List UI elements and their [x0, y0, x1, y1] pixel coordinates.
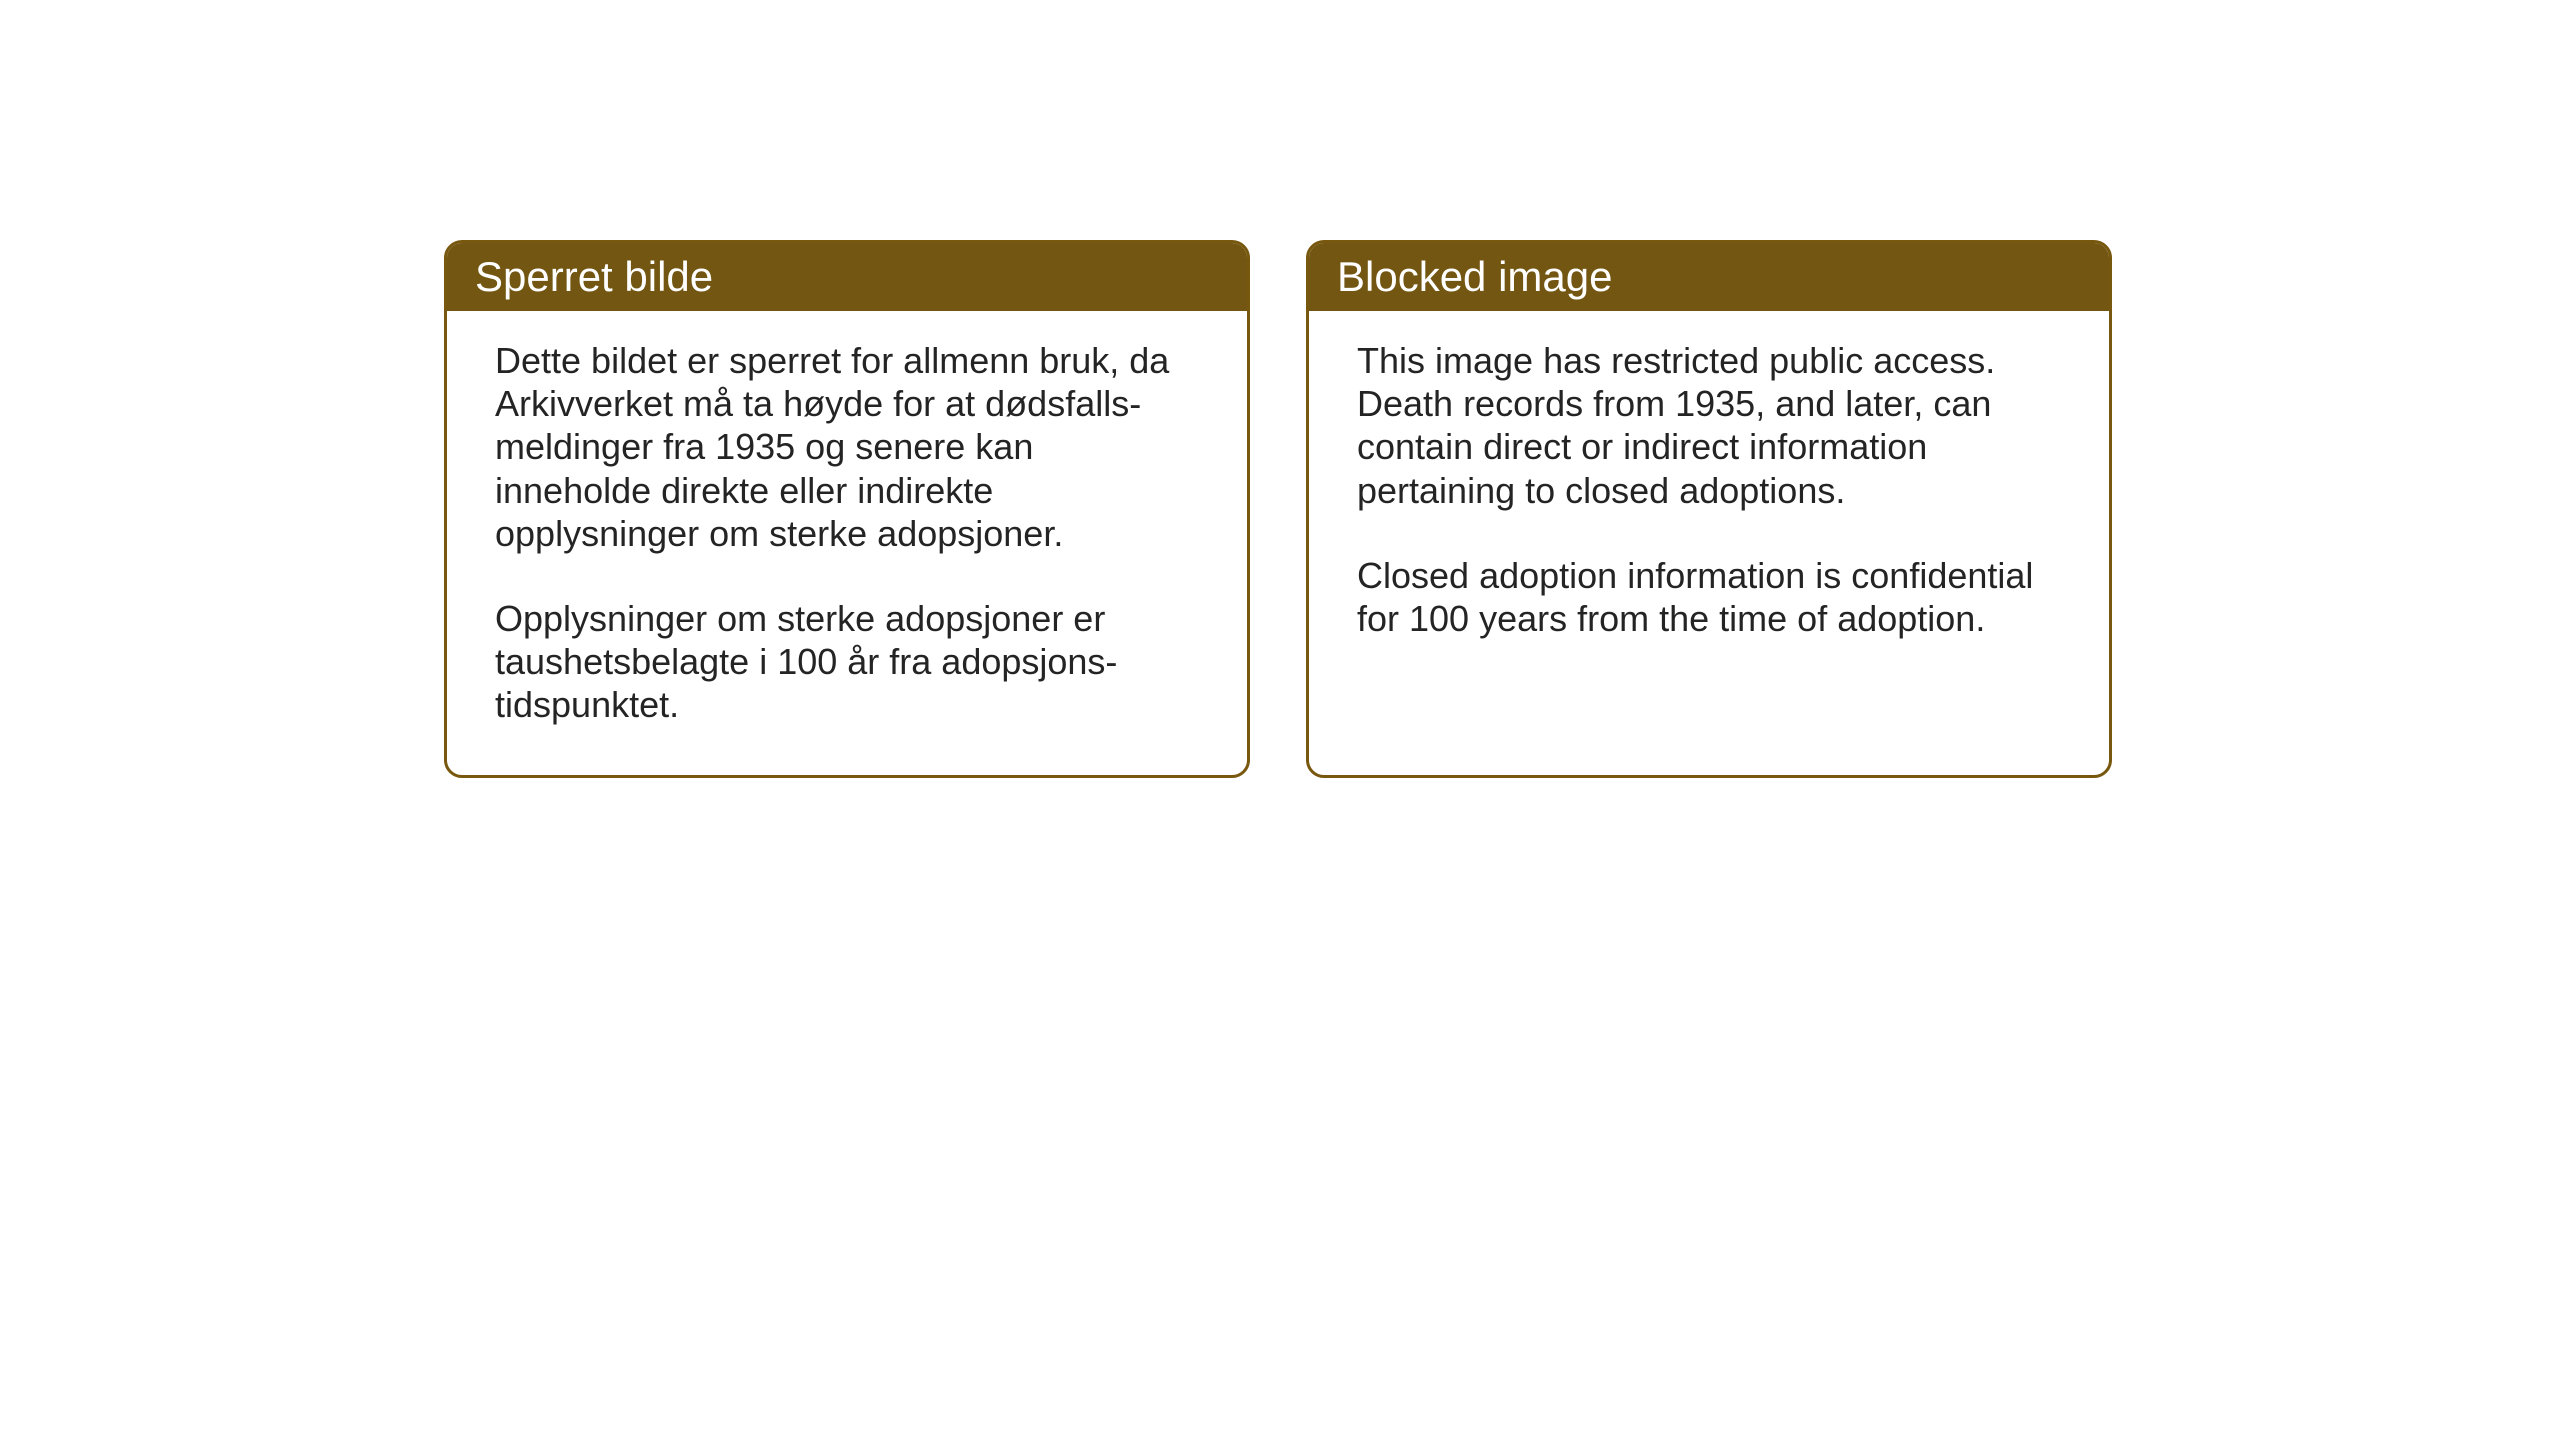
notice-paragraph-1: This image has restricted public access.…	[1357, 339, 2061, 512]
notice-card-english: Blocked image This image has restricted …	[1306, 240, 2112, 778]
notice-paragraph-2: Opplysninger om sterke adopsjoner er tau…	[495, 597, 1199, 727]
notice-paragraph-2: Closed adoption information is confident…	[1357, 554, 2061, 640]
notice-container: Sperret bilde Dette bildet er sperret fo…	[444, 240, 2112, 778]
notice-body-english: This image has restricted public access.…	[1309, 311, 2109, 731]
notice-card-norwegian: Sperret bilde Dette bildet er sperret fo…	[444, 240, 1250, 778]
notice-title: Sperret bilde	[475, 253, 713, 300]
notice-title: Blocked image	[1337, 253, 1612, 300]
notice-header-english: Blocked image	[1309, 243, 2109, 311]
notice-paragraph-1: Dette bildet er sperret for allmenn bruk…	[495, 339, 1199, 555]
notice-header-norwegian: Sperret bilde	[447, 243, 1247, 311]
notice-body-norwegian: Dette bildet er sperret for allmenn bruk…	[447, 311, 1247, 775]
